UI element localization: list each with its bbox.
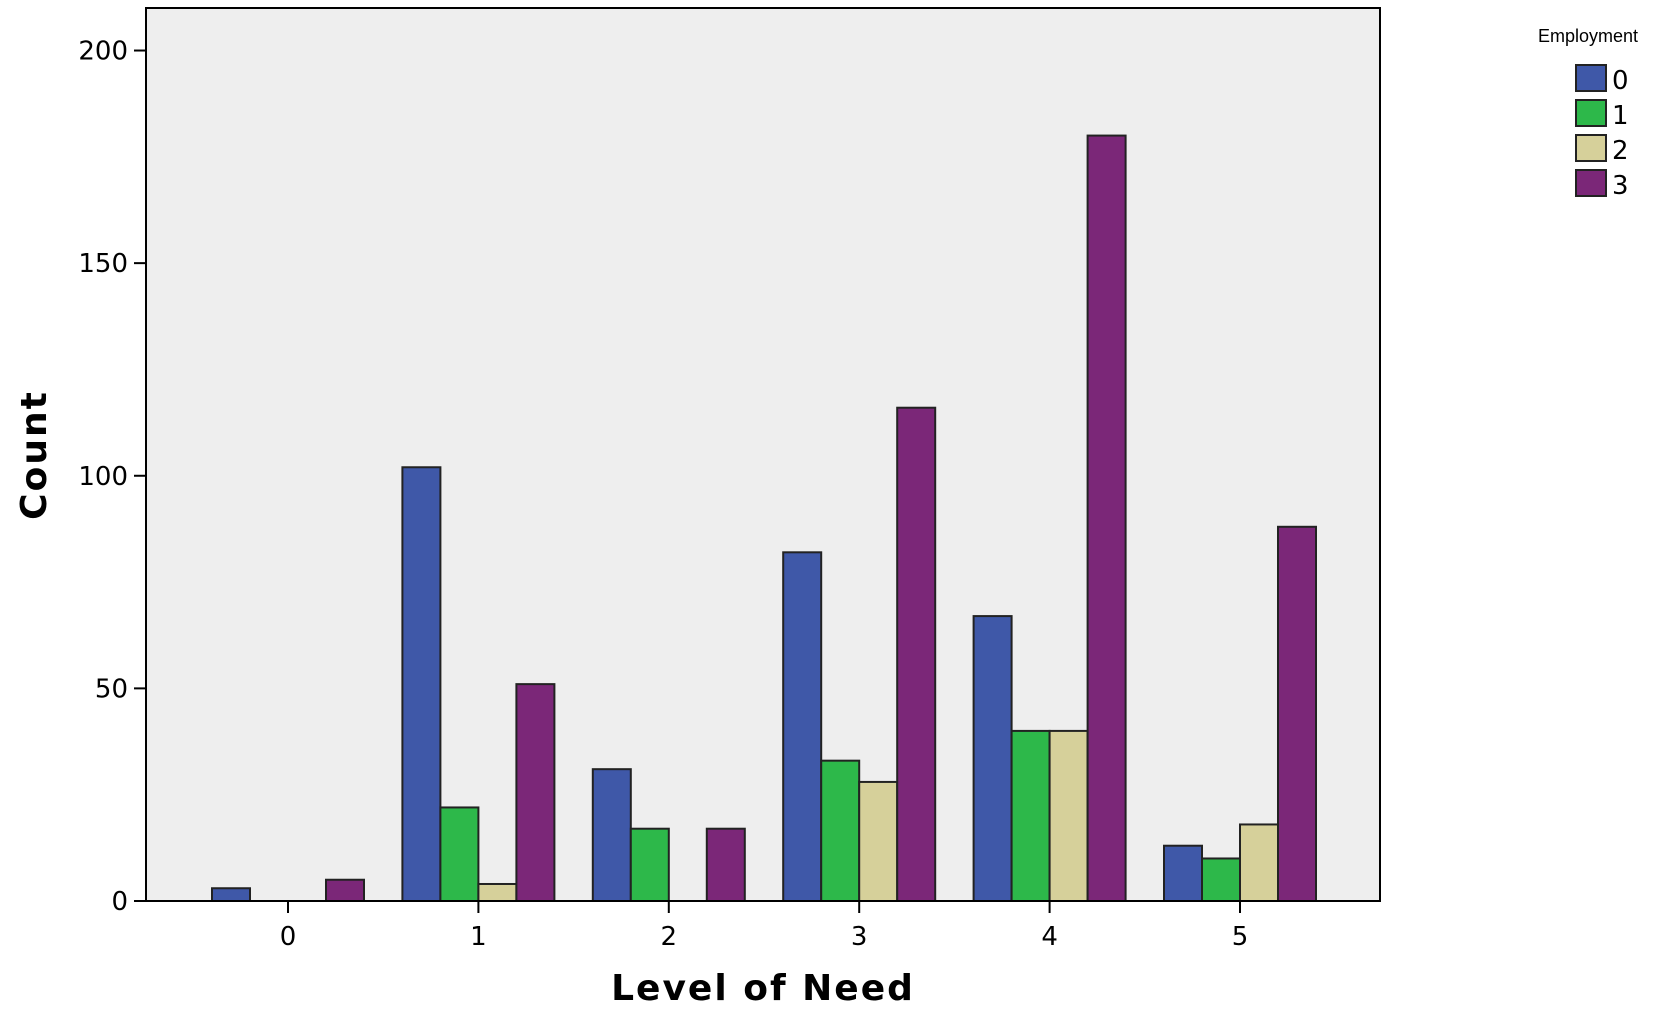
bar-cat3-series1 bbox=[820, 759, 861, 903]
bar-cat1-series2 bbox=[477, 882, 518, 903]
bar-cat4-series2 bbox=[1048, 729, 1089, 903]
y-tick-label: 100 bbox=[78, 462, 128, 492]
x-axis-ticks: 0 1 2 3 4 5 bbox=[280, 901, 1249, 952]
y-axis-ticks: 0 50 100 150 200 bbox=[78, 37, 146, 917]
legend-label-0: 0 bbox=[1612, 66, 1629, 96]
bar-cat4-series3 bbox=[1086, 134, 1127, 903]
bar-cat0-series3 bbox=[325, 878, 365, 903]
x-tick-label: 4 bbox=[1041, 922, 1058, 952]
bar-cat2-series0 bbox=[591, 768, 632, 903]
legend-label-1: 1 bbox=[1612, 101, 1629, 131]
legend-swatch-0 bbox=[1575, 64, 1607, 92]
bar-cat0-series0 bbox=[211, 887, 251, 903]
y-axis-title: Count bbox=[14, 390, 55, 520]
bar-cat1-series1 bbox=[439, 806, 480, 903]
bar-cat4-series0 bbox=[972, 615, 1013, 902]
bar-cat3-series0 bbox=[782, 551, 823, 902]
x-tick-label: 5 bbox=[1232, 922, 1249, 952]
bar-cat5-series3 bbox=[1277, 525, 1317, 902]
bar-cat5-series2 bbox=[1239, 823, 1279, 903]
x-axis-title: Level of Need bbox=[611, 968, 915, 1009]
legend-swatch-2 bbox=[1575, 134, 1607, 162]
x-tick-label: 2 bbox=[661, 922, 678, 952]
bar-cat4-series1 bbox=[1010, 729, 1051, 903]
bar-cat5-series1 bbox=[1201, 857, 1241, 903]
x-tick-label: 0 bbox=[280, 922, 297, 952]
bar-cat1-series3 bbox=[515, 683, 556, 903]
bar-cat2-series1 bbox=[629, 827, 670, 903]
bar-cat5-series0 bbox=[1163, 844, 1203, 903]
y-tick-label: 0 bbox=[111, 887, 128, 917]
bar-cat3-series3 bbox=[896, 406, 937, 902]
y-tick-label: 150 bbox=[78, 249, 128, 279]
legend-label-3: 3 bbox=[1612, 171, 1629, 201]
legend-swatch-1 bbox=[1575, 99, 1607, 127]
legend: Employment 0 1 2 3 bbox=[1538, 26, 1638, 201]
legend-label-2: 2 bbox=[1612, 136, 1629, 166]
x-tick-label: 1 bbox=[470, 922, 487, 952]
legend-title: Employment bbox=[1538, 26, 1638, 46]
legend-swatch-3 bbox=[1575, 169, 1607, 197]
x-tick-label: 3 bbox=[851, 922, 868, 952]
bar-cat1-series0 bbox=[401, 466, 442, 902]
y-tick-label: 50 bbox=[95, 674, 128, 704]
bar-cat3-series2 bbox=[858, 780, 899, 903]
plot-area bbox=[145, 7, 1381, 902]
bar-cat2-series3 bbox=[705, 827, 746, 903]
bars-layer bbox=[211, 134, 1317, 903]
y-tick-label: 200 bbox=[78, 37, 128, 67]
